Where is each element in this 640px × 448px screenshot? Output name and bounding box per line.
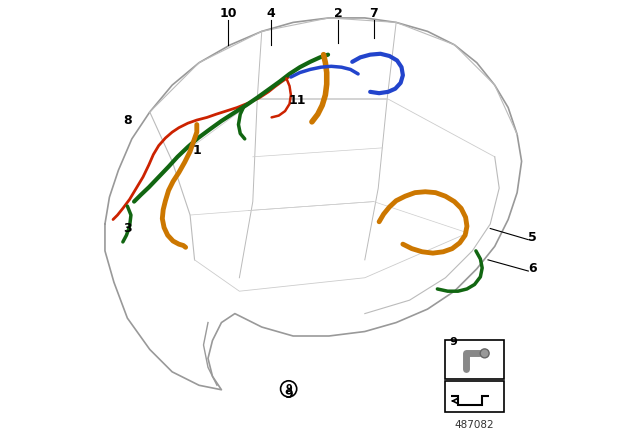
Text: 7: 7 (369, 7, 378, 20)
Text: 10: 10 (220, 7, 237, 20)
Text: 8: 8 (123, 114, 131, 128)
Text: 3: 3 (123, 222, 131, 235)
Text: 9: 9 (285, 384, 292, 394)
Text: 5: 5 (528, 231, 537, 244)
Bar (445, 381, 504, 412)
Text: 1: 1 (192, 143, 201, 157)
Text: 6: 6 (528, 262, 537, 276)
Bar (445, 340, 504, 379)
Circle shape (480, 349, 489, 358)
Text: 9: 9 (284, 388, 293, 401)
Text: 487082: 487082 (455, 420, 494, 430)
Text: 9: 9 (449, 337, 457, 347)
Text: 4: 4 (266, 7, 275, 20)
Text: 2: 2 (333, 7, 342, 20)
Text: 11: 11 (289, 94, 306, 108)
